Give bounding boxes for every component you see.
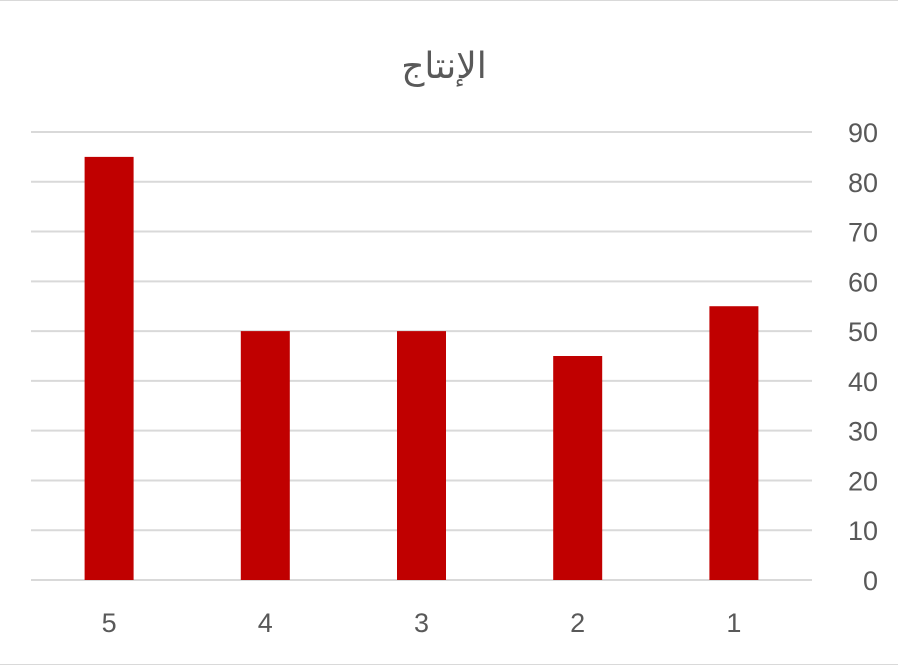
y-tick-label: 50 (848, 317, 878, 347)
bar-4 (240, 331, 290, 580)
bar-2 (553, 356, 603, 580)
y-tick-label: 30 (848, 417, 878, 447)
y-tick-label: 0 (863, 566, 878, 596)
y-tick-label: 40 (848, 367, 878, 397)
chart-title: الإنتاج (401, 46, 487, 87)
y-axis-tick-labels: 0 10 20 30 40 50 60 70 80 90 (848, 118, 878, 596)
x-axis-tick-labels: 1 2 3 4 5 (102, 608, 742, 638)
x-tick-label: 1 (726, 608, 741, 638)
y-tick-label: 80 (848, 168, 878, 198)
y-tick-label: 10 (848, 516, 878, 546)
bars (84, 156, 759, 580)
y-tick-label: 70 (848, 218, 878, 248)
y-tick-label: 20 (848, 466, 878, 496)
bar-5 (84, 156, 134, 580)
x-tick-label: 3 (414, 608, 429, 638)
x-tick-label: 4 (258, 608, 273, 638)
bar-1 (709, 306, 759, 580)
y-tick-label: 90 (848, 118, 878, 148)
bar-3 (397, 331, 446, 580)
x-tick-label: 5 (102, 608, 117, 638)
y-tick-label: 60 (848, 267, 878, 297)
x-tick-label: 2 (570, 608, 585, 638)
